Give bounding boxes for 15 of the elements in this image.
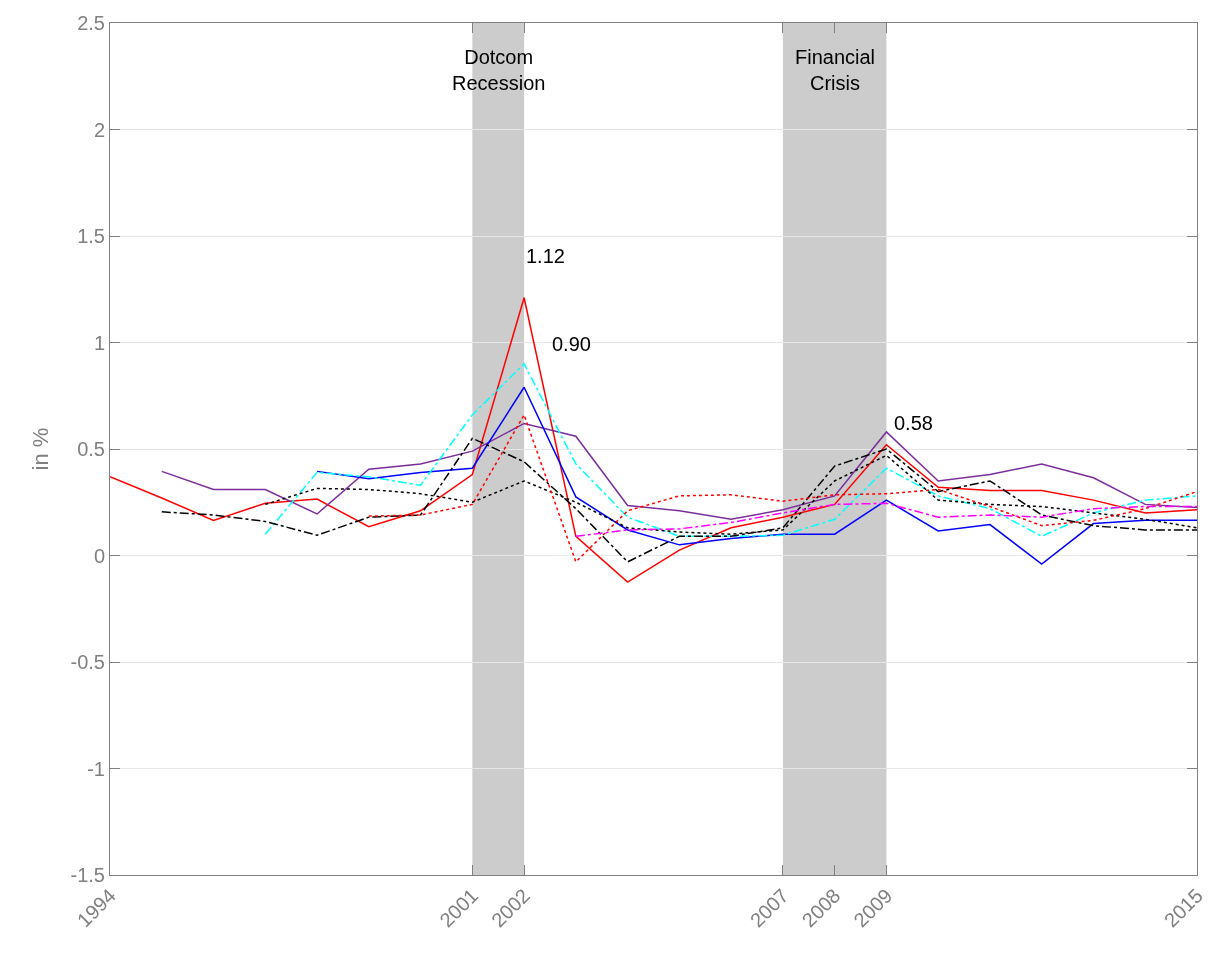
annotation: 1.12 bbox=[526, 245, 565, 267]
y-tick-label: 2 bbox=[93, 118, 105, 141]
y-tick-label: -0.5 bbox=[70, 651, 105, 673]
y-tick-label: 0.5 bbox=[77, 438, 105, 460]
y-axis-title: in % bbox=[28, 427, 54, 471]
y-tick-label: -1 bbox=[87, 757, 105, 780]
y-tick-label: 2.5 bbox=[77, 12, 105, 34]
y-tick-label: -1.5 bbox=[70, 864, 105, 886]
y-tick-label: 1 bbox=[93, 331, 105, 354]
y-tick-label: 0 bbox=[93, 544, 105, 567]
y-tick-label: 1.5 bbox=[77, 225, 105, 247]
annotation: 0.90 bbox=[552, 333, 591, 355]
annotation: 0.58 bbox=[894, 412, 933, 434]
band-label: Financial Crisis bbox=[795, 46, 876, 94]
band-label: Dotcom Recession bbox=[452, 46, 546, 94]
